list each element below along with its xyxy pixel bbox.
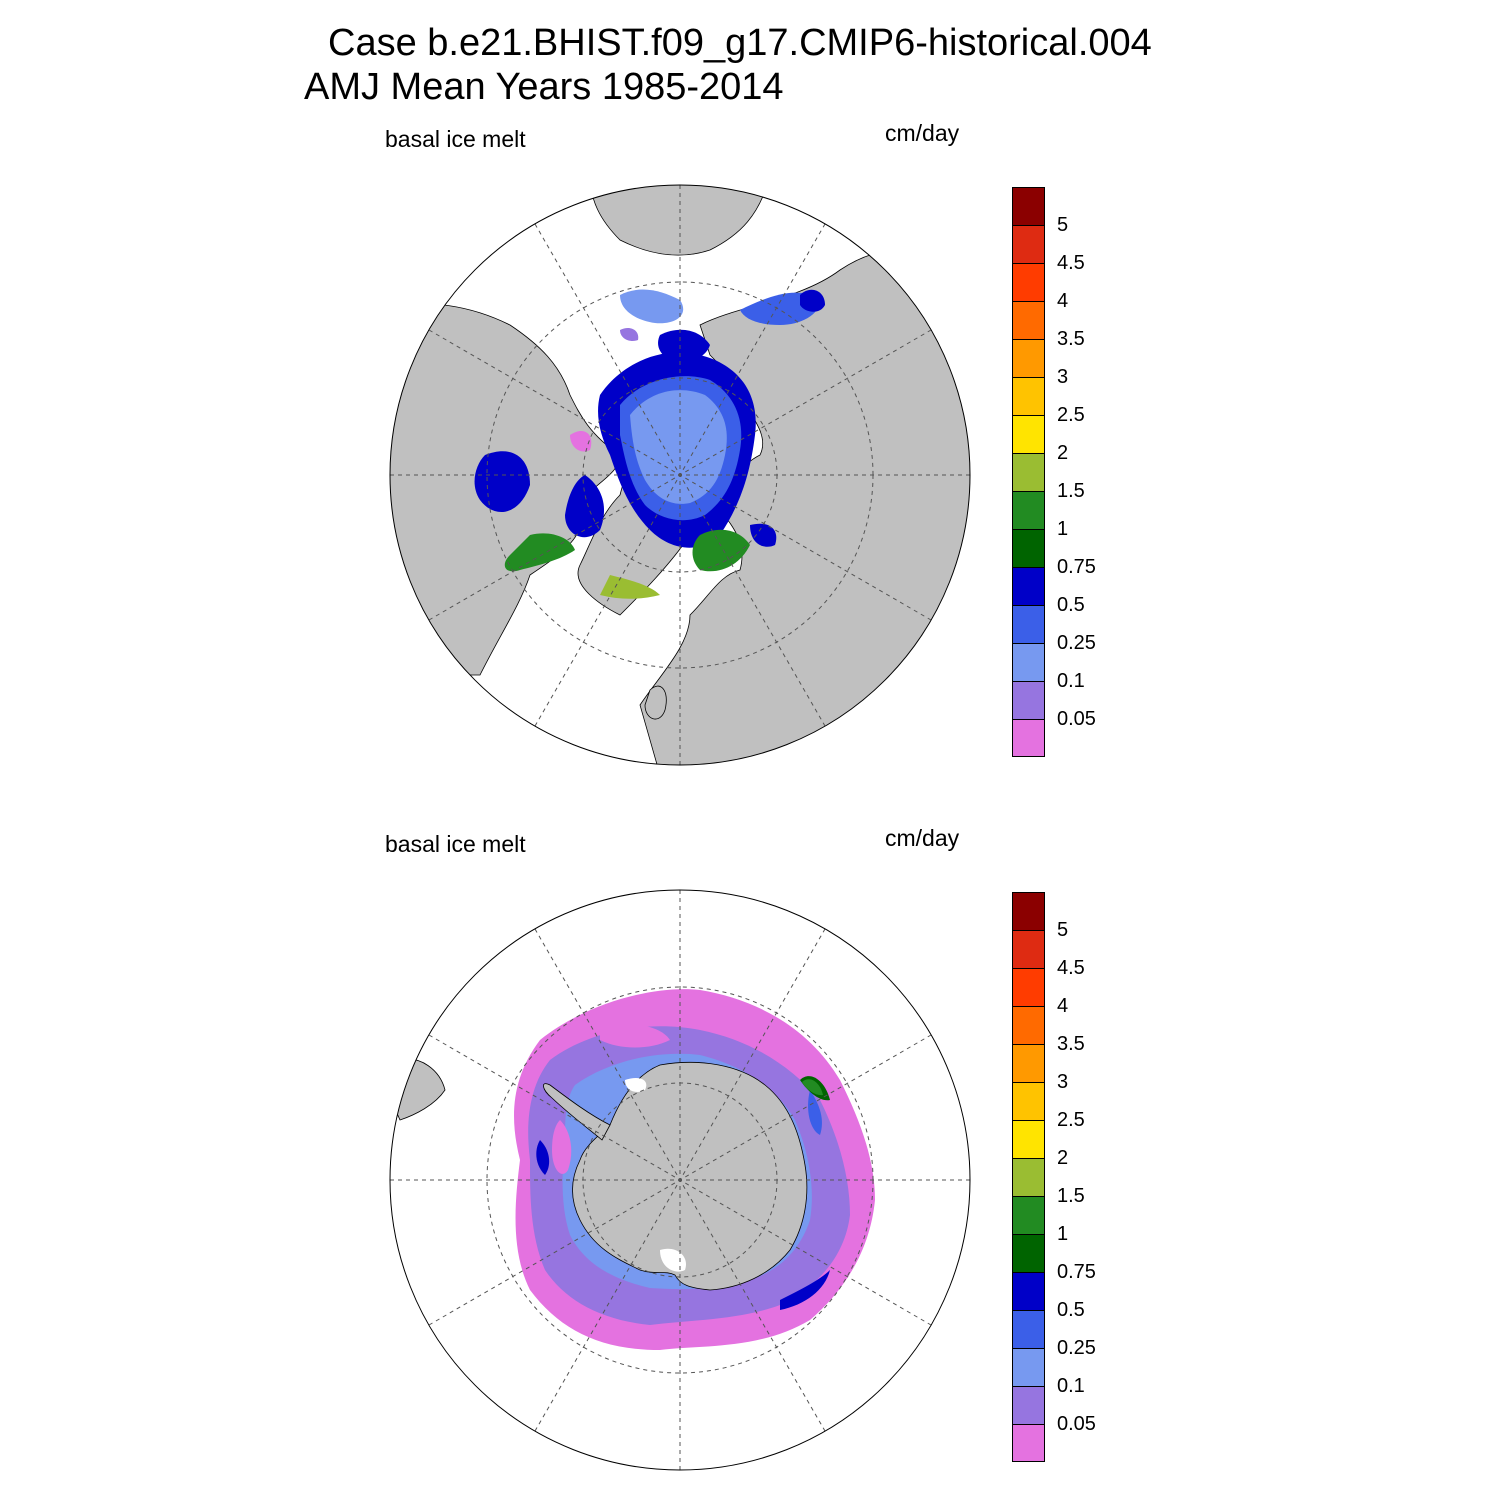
south-colorbar-tick-label: 0.75 xyxy=(1057,1261,1096,1283)
south-colorbar-divider xyxy=(1012,930,1045,931)
north-colorbar-divider xyxy=(1012,301,1045,302)
north-colorbar-swatch xyxy=(1012,453,1045,491)
south-colorbar-tick-label: 4.5 xyxy=(1057,957,1085,979)
south-colorbar-tick-label: 0.5 xyxy=(1057,1299,1085,1321)
south-colorbar-divider xyxy=(1012,1272,1045,1273)
north-colorbar-tick-label: 0.75 xyxy=(1057,556,1096,578)
south-colorbar: 0.05 0.1 0.25 0.5 0.75 1 1.5 2 2.5 3 3.5 4 4.5 5 xyxy=(1012,892,1112,1462)
south-colorbar-divider xyxy=(1012,1386,1045,1387)
south-colorbar-divider xyxy=(1012,1310,1045,1311)
north-colorbar-divider xyxy=(1012,339,1045,340)
north-colorbar-tick-label: 0.25 xyxy=(1057,632,1096,654)
south-variable-label: basal ice melt xyxy=(385,831,526,857)
north-colorbar-divider xyxy=(1012,567,1045,568)
south-weddell-shelf xyxy=(625,1078,647,1092)
north-map-border xyxy=(389,184,971,766)
south-colorbar-divider xyxy=(1012,1348,1045,1349)
south-colorbar-swatch xyxy=(1012,1158,1045,1196)
north-colorbar-tick-label: 0.05 xyxy=(1057,708,1096,730)
north-baffin-bay-melt xyxy=(565,475,605,538)
south-units-label: cm/day xyxy=(885,825,960,851)
north-colorbar-tick-label: 1 xyxy=(1057,518,1069,540)
south-colorbar-tick-label: 3.5 xyxy=(1057,1033,1085,1055)
south-ross-shelf xyxy=(660,1248,686,1272)
north-colorbar-tick-label: 4 xyxy=(1057,290,1069,312)
north-colorbar-tick-label: 2.5 xyxy=(1057,404,1085,426)
north-colorbar-tick-label: 1.5 xyxy=(1057,480,1085,502)
south-colorbar-tick-label: 1 xyxy=(1057,1223,1069,1245)
south-colorbar-swatch xyxy=(1012,1386,1045,1424)
north-colorbar-tick-label: 3 xyxy=(1057,366,1069,388)
south-colorbar-divider xyxy=(1012,1196,1045,1197)
south-colorbar-tick-label: 1.5 xyxy=(1057,1185,1085,1207)
north-colorbar-divider xyxy=(1012,605,1045,606)
south-colorbar-divider xyxy=(1012,1082,1045,1083)
figure-title-line1: Case b.e21.BHIST.f09_g17.CMIP6-historica… xyxy=(328,22,1152,64)
north-units-label: cm/day xyxy=(885,120,960,146)
north-colorbar-tick-label: 0.5 xyxy=(1057,594,1085,616)
south-colorbar-tick-label: 5 xyxy=(1057,919,1069,941)
north-colorbar-divider xyxy=(1012,643,1045,644)
north-colorbar: 0.05 0.1 0.25 0.5 0.75 1 1.5 2 2.5 3 3.5 4 4.5 5 xyxy=(1012,187,1112,757)
north-colorbar-tick-label: 3.5 xyxy=(1057,328,1085,350)
south-colorbar-tick-label: 2.5 xyxy=(1057,1109,1085,1131)
south-colorbar-frame xyxy=(1012,892,1045,1462)
north-colorbar-swatch xyxy=(1012,339,1045,377)
north-colorbar-tick-label: 4.5 xyxy=(1057,252,1085,274)
south-colorbar-tick-label: 4 xyxy=(1057,995,1069,1017)
south-colorbar-tick-label: 2 xyxy=(1057,1147,1069,1169)
south-antarctica-land xyxy=(572,1061,808,1291)
north-colorbar-swatch xyxy=(1012,491,1045,529)
north-colorbar-divider xyxy=(1012,263,1045,264)
south-colorbar-tick-label: 3 xyxy=(1057,1071,1069,1093)
north-polar-map xyxy=(389,184,971,766)
south-map-border xyxy=(389,889,971,1471)
north-colorbar-divider xyxy=(1012,681,1045,682)
south-polar-map xyxy=(389,889,971,1471)
south-colorbar-divider xyxy=(1012,1044,1045,1045)
north-variable-label: basal ice melt xyxy=(385,126,526,152)
south-colorbar-divider xyxy=(1012,1158,1045,1159)
south-colorbar-tick-label: 0.05 xyxy=(1057,1413,1096,1435)
north-colorbar-divider xyxy=(1012,719,1045,720)
north-graticule xyxy=(390,185,970,765)
south-antarctic-peninsula xyxy=(543,1083,611,1141)
figure-title-line2: AMJ Mean Years 1985-2014 xyxy=(304,66,784,108)
north-colorbar-divider xyxy=(1012,529,1045,530)
north-colorbar-divider xyxy=(1012,225,1045,226)
south-colorbar-swatch xyxy=(1012,930,1045,968)
north-colorbar-tick-label: 5 xyxy=(1057,214,1069,236)
north-colorbar-divider xyxy=(1012,415,1045,416)
north-colorbar-frame xyxy=(1012,187,1045,757)
south-colorbar-divider xyxy=(1012,1006,1045,1007)
north-colorbar-tick-label: 0.1 xyxy=(1057,670,1085,692)
north-colorbar-divider xyxy=(1012,453,1045,454)
north-colorbar-divider xyxy=(1012,491,1045,492)
south-colorbar-divider xyxy=(1012,968,1045,969)
south-colorbar-tick-label: 0.25 xyxy=(1057,1337,1096,1359)
south-colorbar-swatch xyxy=(1012,1082,1045,1120)
south-colorbar-tick-label: 0.1 xyxy=(1057,1375,1085,1397)
north-colorbar-tick-label: 2 xyxy=(1057,442,1069,464)
south-colorbar-divider xyxy=(1012,1120,1045,1121)
south-colorbar-divider xyxy=(1012,1424,1045,1425)
south-graticule xyxy=(390,890,970,1470)
south-colorbar-divider xyxy=(1012,1234,1045,1235)
north-colorbar-divider xyxy=(1012,377,1045,378)
